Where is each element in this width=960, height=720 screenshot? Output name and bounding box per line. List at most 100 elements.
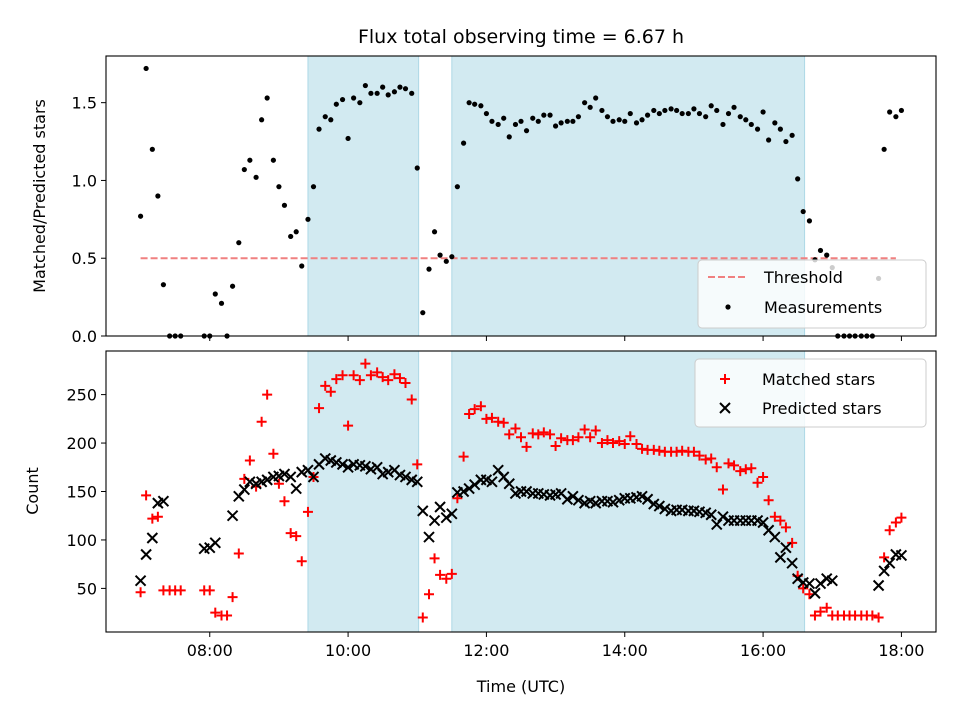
data-point bbox=[711, 518, 723, 531]
data-point bbox=[253, 174, 259, 180]
data-point bbox=[735, 466, 746, 477]
data-point bbox=[210, 607, 221, 618]
data-point bbox=[270, 157, 276, 163]
data-point bbox=[389, 369, 400, 380]
data-point bbox=[520, 485, 533, 498]
data-point bbox=[372, 367, 383, 378]
data-point bbox=[575, 114, 582, 120]
data-point bbox=[420, 310, 426, 316]
data-point bbox=[330, 456, 343, 469]
data-point bbox=[333, 101, 339, 107]
data-point bbox=[674, 107, 680, 114]
data-point bbox=[516, 432, 526, 443]
data-point bbox=[573, 432, 584, 443]
data-point bbox=[512, 121, 519, 128]
data-point bbox=[483, 110, 490, 117]
data-point bbox=[547, 112, 553, 118]
data-point bbox=[552, 123, 559, 129]
x-tick-label: 10:00 bbox=[325, 641, 371, 660]
data-point bbox=[299, 263, 305, 269]
data-point bbox=[743, 117, 749, 123]
data-point bbox=[368, 90, 374, 96]
data-point bbox=[679, 110, 685, 117]
data-point bbox=[383, 375, 394, 386]
top-y-axis-label: Matched/Predicted stars bbox=[30, 99, 49, 293]
series-predicted-stars bbox=[134, 452, 908, 599]
data-point bbox=[342, 461, 354, 473]
y-tick-label: 200 bbox=[66, 434, 97, 453]
y-tick-label: 0.5 bbox=[72, 249, 97, 268]
data-point bbox=[264, 95, 270, 101]
data-point bbox=[454, 184, 460, 190]
data-point bbox=[893, 114, 899, 120]
data-point bbox=[769, 531, 781, 543]
data-point bbox=[567, 435, 578, 446]
data-point bbox=[449, 254, 455, 260]
data-point bbox=[285, 528, 296, 539]
data-point bbox=[711, 462, 722, 473]
data-point bbox=[402, 86, 409, 92]
data-point bbox=[147, 513, 158, 524]
data-point bbox=[417, 612, 428, 623]
data-point bbox=[305, 216, 311, 222]
data-point bbox=[631, 439, 642, 450]
data-point bbox=[550, 440, 561, 451]
data-point bbox=[717, 510, 729, 523]
data-point bbox=[521, 441, 532, 452]
data-point bbox=[622, 118, 628, 124]
data-point bbox=[633, 120, 640, 126]
data-point bbox=[336, 458, 349, 471]
data-point bbox=[293, 229, 299, 235]
data-point bbox=[824, 252, 830, 258]
data-point bbox=[881, 146, 887, 152]
data-point bbox=[607, 496, 619, 508]
data-point bbox=[307, 471, 320, 483]
data-point bbox=[152, 511, 163, 522]
bottom-y-axis-label: Count bbox=[23, 467, 42, 515]
data-point bbox=[437, 252, 443, 258]
data-point bbox=[226, 510, 239, 522]
data-point bbox=[625, 431, 636, 442]
data-point bbox=[775, 515, 786, 526]
data-point bbox=[803, 577, 816, 590]
top-panel: 0.0 0.5 1.0 1.5 Flux total observing time =… bbox=[30, 26, 937, 346]
data-point bbox=[339, 96, 346, 103]
data-point bbox=[593, 95, 599, 101]
data-point bbox=[590, 425, 601, 436]
data-point bbox=[883, 557, 896, 569]
data-point bbox=[619, 439, 630, 450]
data-point bbox=[365, 370, 376, 381]
data-point bbox=[662, 107, 668, 114]
data-point bbox=[766, 137, 772, 143]
data-point bbox=[596, 438, 607, 449]
data-point bbox=[400, 377, 411, 388]
data-point bbox=[345, 135, 351, 142]
top-legend: Threshold Measurements bbox=[697, 259, 927, 329]
data-point bbox=[411, 476, 423, 488]
data-point bbox=[397, 84, 403, 90]
data-point bbox=[879, 552, 890, 563]
data-point bbox=[567, 490, 579, 503]
data-point bbox=[501, 115, 507, 121]
data-point bbox=[705, 509, 717, 521]
data-point bbox=[440, 511, 453, 524]
data-point bbox=[725, 110, 732, 117]
data-point bbox=[310, 184, 317, 190]
data-point bbox=[273, 478, 284, 489]
data-point bbox=[809, 587, 821, 599]
legend-measurements-swatch bbox=[725, 304, 731, 310]
data-point bbox=[518, 118, 524, 124]
data-point bbox=[530, 115, 536, 121]
data-point bbox=[175, 585, 186, 596]
data-point bbox=[446, 568, 457, 579]
data-point bbox=[460, 140, 467, 146]
x-tick-label: 18:00 bbox=[878, 641, 924, 660]
data-point bbox=[789, 132, 795, 138]
data-point bbox=[331, 374, 342, 385]
data-point bbox=[157, 495, 170, 507]
data-point bbox=[486, 412, 497, 423]
data-point bbox=[276, 184, 282, 190]
data-point bbox=[464, 408, 475, 419]
data-point bbox=[748, 121, 754, 128]
